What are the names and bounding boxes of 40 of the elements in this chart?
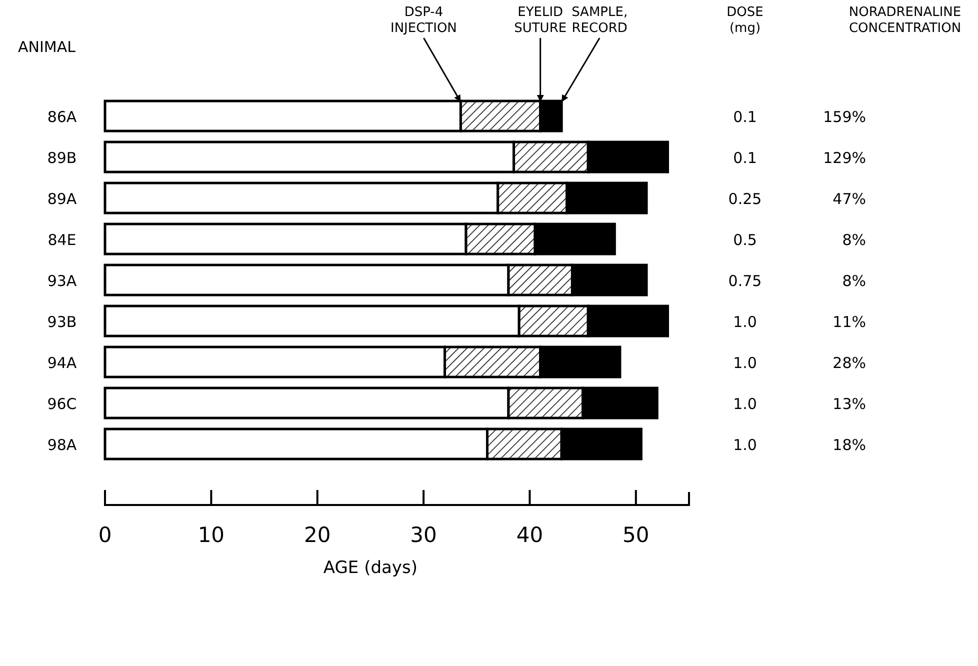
text: 8% — [842, 272, 866, 290]
text: 11% — [832, 313, 866, 331]
y-tick-label: 94A — [47, 354, 78, 372]
text: 1.0 — [733, 313, 757, 331]
text: NORADRENALINE CONCENTRATION — [848, 5, 962, 36]
annotation: DSP-4 INJECTION — [390, 5, 457, 36]
y-tick-label: 84E — [48, 231, 76, 249]
text: 129% — [823, 149, 866, 167]
text: 0.1 — [733, 108, 757, 126]
y-tick-label: 98A — [47, 436, 78, 454]
text: 0.1 — [733, 149, 757, 167]
text: 47% — [832, 190, 866, 208]
x-tick-label: 50 — [622, 522, 650, 547]
text: 8% — [842, 231, 866, 249]
text: 159% — [823, 108, 866, 126]
x-tick-label: 0 — [98, 522, 112, 547]
x-tick-label: 10 — [198, 522, 225, 547]
y-tick-label: 89B — [47, 149, 77, 167]
text: 1.0 — [733, 354, 757, 372]
text: 18% — [832, 436, 866, 454]
text: 1.0 — [733, 436, 757, 454]
x-axis-title: AGE (days) — [323, 558, 418, 578]
text: 0.75 — [728, 272, 762, 290]
y-tick-label: 93B — [47, 313, 77, 331]
text: 1.0 — [733, 395, 757, 413]
text: 13% — [832, 395, 866, 413]
y-axis-title: ANIMAL — [18, 38, 76, 56]
y-tick-label: 89A — [47, 190, 78, 208]
annotation: SAMPLE, RECORD — [572, 5, 628, 36]
text: 0.25 — [728, 190, 762, 208]
text: 0.5 — [733, 231, 757, 249]
y-tick-label: 96C — [47, 395, 77, 413]
x-tick-label: 30 — [410, 522, 437, 547]
x-tick-label: 20 — [304, 522, 331, 547]
y-tick-label: 86A — [47, 108, 78, 126]
x-tick-label: 40 — [516, 522, 544, 547]
annotation: EYELID SUTURE — [514, 5, 567, 36]
y-tick-label: 93A — [47, 272, 78, 290]
text: DOSE (mg) — [726, 5, 764, 36]
text: 28% — [832, 354, 866, 372]
